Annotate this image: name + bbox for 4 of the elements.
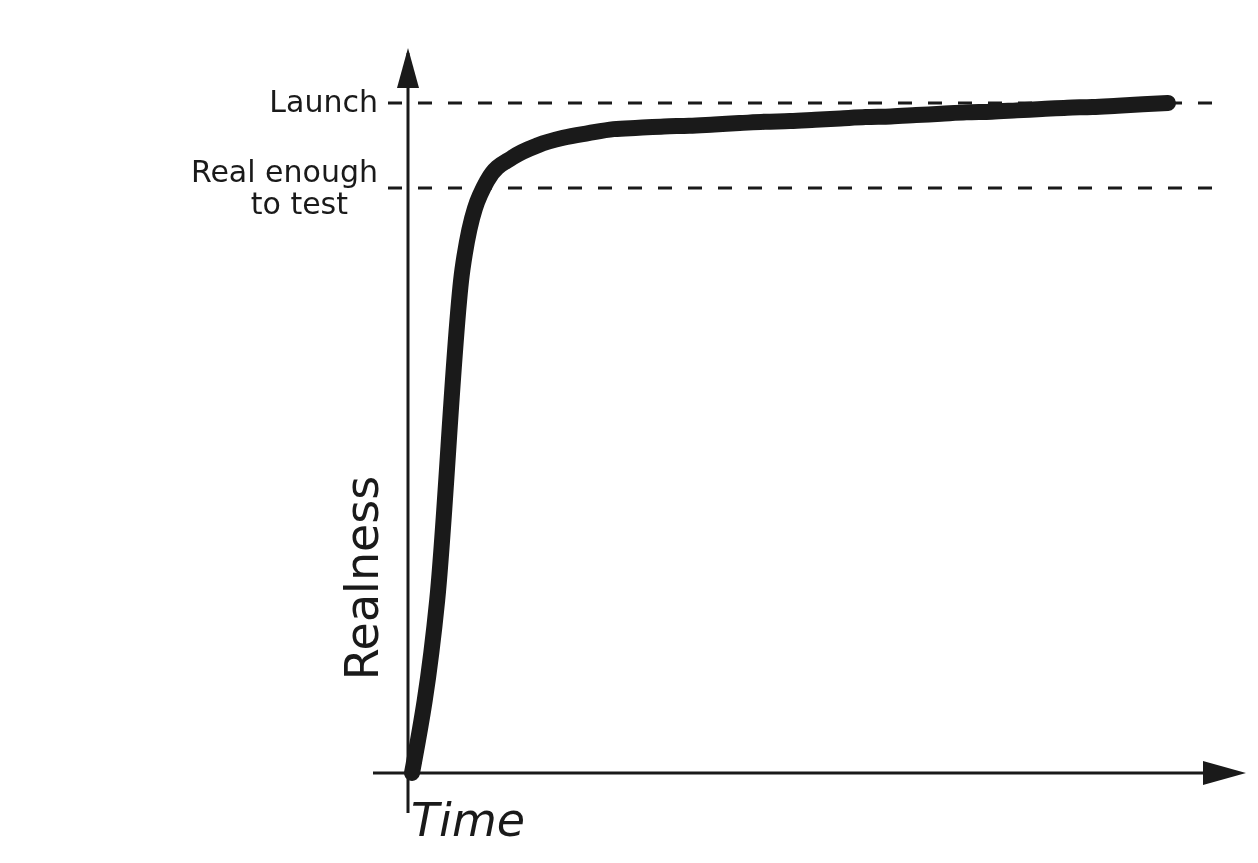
ref-line-label: Launch: [269, 83, 378, 119]
ref-line-label: Real enough to test: [190, 153, 378, 221]
x-axis-title: Time: [411, 793, 525, 847]
y-axis-title: Realness: [335, 475, 389, 681]
